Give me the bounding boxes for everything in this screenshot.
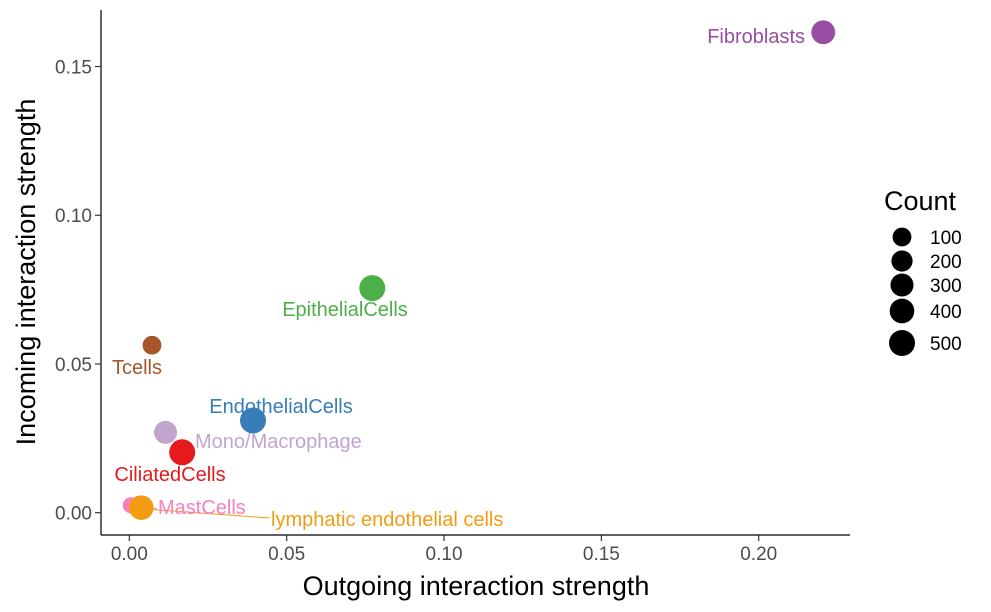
point-label: Mono/Macrophage bbox=[195, 431, 362, 453]
axes bbox=[100, 10, 850, 536]
legend-label: 200 bbox=[930, 252, 962, 273]
legend-items: 100 200 300 400 500 bbox=[889, 227, 962, 356]
data-point bbox=[240, 407, 267, 434]
y-axis-title: Incoming interaction strength bbox=[11, 99, 41, 446]
data-point bbox=[359, 275, 386, 302]
legend-size-key bbox=[891, 250, 913, 272]
legend-label: 100 bbox=[930, 228, 962, 249]
leader-line bbox=[153, 509, 271, 519]
point-label: Tcells bbox=[112, 357, 162, 379]
y-tick-label: 0.15 bbox=[55, 58, 92, 79]
data-point bbox=[153, 420, 178, 444]
legend-label: 400 bbox=[930, 302, 962, 323]
x-tick-label: 0.20 bbox=[740, 544, 777, 565]
legend-size-key bbox=[892, 227, 912, 247]
data-point bbox=[169, 439, 196, 466]
legend: Count 100 200 300 400 500 bbox=[884, 186, 962, 356]
legend-size-key bbox=[889, 298, 915, 324]
legend-label: 300 bbox=[930, 276, 962, 297]
point-label: lymphatic endothelial cells bbox=[271, 509, 503, 531]
x-ticks: 0.00 0.05 0.10 0.15 0.20 bbox=[111, 535, 777, 565]
y-tick-label: 0.00 bbox=[55, 504, 92, 525]
x-tick-label: 0.15 bbox=[583, 544, 620, 565]
y-ticks: 0.00 0.05 0.10 0.15 bbox=[55, 58, 101, 525]
data-point bbox=[811, 20, 836, 45]
legend-label: 500 bbox=[930, 334, 962, 355]
x-tick-label: 0.10 bbox=[426, 544, 463, 565]
point-label: EpithelialCells bbox=[282, 299, 408, 321]
point-label: EndothelialCells bbox=[209, 396, 352, 418]
point-label: Fibroblasts bbox=[707, 26, 805, 48]
data-points bbox=[122, 20, 836, 520]
y-tick-label: 0.10 bbox=[55, 206, 92, 227]
point-labels: Fibroblasts EpithelialCells Tcells Endothel… bbox=[112, 26, 805, 531]
data-point bbox=[128, 495, 154, 520]
x-tick-label: 0.00 bbox=[111, 544, 148, 565]
x-tick-label: 0.05 bbox=[268, 544, 305, 565]
x-axis-title: Outgoing interaction strength bbox=[303, 571, 650, 601]
legend-size-key bbox=[890, 273, 914, 297]
y-tick-label: 0.05 bbox=[55, 355, 92, 376]
point-label: MastCells bbox=[158, 497, 246, 519]
legend-title: Count bbox=[884, 186, 957, 216]
point-label: CiliatedCells bbox=[114, 464, 225, 486]
legend-size-key bbox=[889, 330, 915, 356]
data-point bbox=[142, 335, 162, 355]
